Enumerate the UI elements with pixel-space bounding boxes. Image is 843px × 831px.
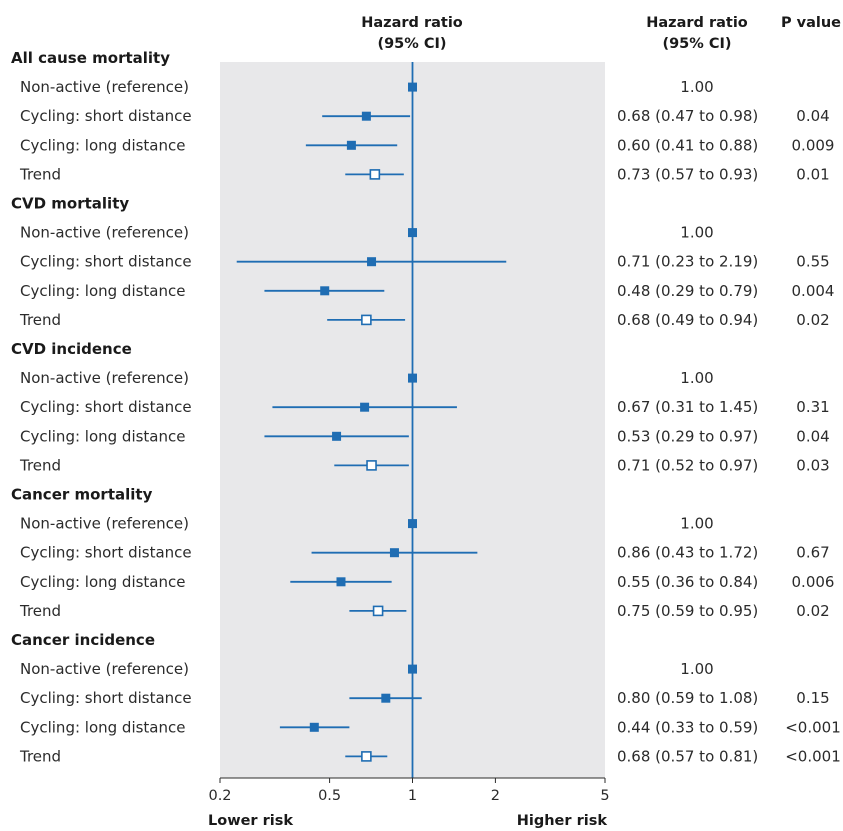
p-value: <0.001	[785, 718, 841, 736]
estimate-marker	[320, 286, 330, 296]
group-title: Cancer mortality	[11, 486, 153, 504]
hr-ci-value: 0.68 (0.47 to 0.98)	[617, 107, 758, 125]
hr-ci-value: 0.71 (0.23 to 2.19)	[617, 253, 758, 271]
estimate-marker	[408, 373, 417, 383]
p-value: 0.55	[796, 253, 829, 271]
p-value: 0.04	[796, 107, 829, 125]
p-value: 0.31	[796, 398, 829, 416]
estimate-marker	[408, 82, 417, 92]
row-label: Cycling: short distance	[20, 689, 192, 707]
row-label: Trend	[19, 165, 61, 183]
estimate-marker	[367, 257, 377, 267]
hr-ci-value: 0.67 (0.31 to 1.45)	[617, 398, 758, 416]
p-value: 0.67	[796, 544, 829, 562]
hr-column-header-line-2: (95% CI)	[662, 36, 731, 52]
row-label: Cycling: long distance	[20, 136, 185, 154]
p-value: 0.004	[792, 282, 835, 300]
hr-ci-value: 1.00	[680, 78, 713, 96]
estimate-marker-open	[372, 605, 384, 617]
lower-risk-label: Lower risk	[208, 813, 293, 829]
hr-ci-value: 1.00	[680, 660, 713, 678]
estimate-marker	[361, 111, 371, 121]
row-label: Cycling: long distance	[20, 573, 185, 591]
estimate-marker	[389, 548, 399, 558]
x-tick-label: 2	[491, 788, 500, 804]
plot-header-line-1: Hazard ratio	[361, 15, 463, 31]
group-title: CVD incidence	[11, 340, 132, 358]
estimate-marker	[360, 402, 370, 412]
p-value: 0.03	[796, 456, 829, 474]
p-value: 0.006	[792, 573, 835, 591]
higher-risk-label: Higher risk	[517, 813, 608, 829]
row-label: Trend	[19, 311, 61, 329]
hr-ci-value: 1.00	[680, 515, 713, 533]
p-value: 0.009	[792, 136, 835, 154]
row-label: Cycling: short distance	[20, 253, 192, 271]
row-label: Cycling: long distance	[20, 718, 185, 736]
estimate-marker-open	[369, 169, 381, 180]
p-value: 0.15	[796, 689, 829, 707]
estimate-marker	[408, 664, 417, 674]
row-label: Cycling: long distance	[20, 282, 185, 300]
row-label: Non-active (reference)	[20, 224, 189, 242]
x-axis: 0.2 0.5 1 2 5	[208, 777, 610, 804]
x-tick-label: 0.5	[318, 788, 341, 804]
plot-header-line-2: (95% CI)	[377, 36, 446, 52]
x-tick-label: 1	[408, 788, 417, 804]
hr-ci-value: 0.60 (0.41 to 0.88)	[617, 136, 758, 154]
hr-ci-value: 0.75 (0.59 to 0.95)	[617, 602, 758, 620]
hr-ci-value: 0.80 (0.59 to 1.08)	[617, 689, 758, 707]
estimate-marker	[381, 693, 391, 703]
row-label: Non-active (reference)	[20, 369, 189, 387]
group-title: CVD mortality	[11, 195, 129, 213]
hr-ci-value: 0.68 (0.57 to 0.81)	[617, 747, 758, 765]
forest-rows: All cause mortality Non-active (reference…	[11, 49, 841, 778]
hr-column-header-line-1: Hazard ratio	[646, 15, 748, 31]
group-title: Cancer incidence	[11, 631, 155, 649]
hr-ci-value: 1.00	[680, 369, 713, 387]
row-label: Trend	[19, 456, 61, 474]
hr-ci-value: 1.00	[680, 224, 713, 242]
row-label: Cycling: short distance	[20, 544, 192, 562]
hr-ci-value: 0.44 (0.33 to 0.59)	[617, 718, 758, 736]
hr-ci-value: 0.86 (0.43 to 1.72)	[617, 544, 758, 562]
p-value: 0.02	[796, 311, 829, 329]
x-tick-label: 5	[600, 788, 609, 804]
estimate-marker	[408, 228, 417, 238]
hr-ci-value: 0.68 (0.49 to 0.94)	[617, 311, 758, 329]
row-label: Cycling: long distance	[20, 427, 185, 445]
hr-ci-value: 0.55 (0.36 to 0.84)	[617, 573, 758, 591]
row-label: Non-active (reference)	[20, 660, 189, 678]
estimate-marker-open	[361, 314, 372, 326]
estimate-marker	[309, 722, 319, 732]
p-column-header: P value	[781, 15, 841, 31]
estimate-marker-open	[361, 751, 372, 762]
row-label: Trend	[19, 747, 61, 765]
group-title: All cause mortality	[11, 49, 170, 67]
hr-ci-value: 0.48 (0.29 to 0.79)	[617, 282, 758, 300]
hr-ci-value: 0.53 (0.29 to 0.97)	[617, 427, 758, 445]
row-label: Non-active (reference)	[20, 78, 189, 96]
hr-ci-value: 0.73 (0.57 to 0.93)	[617, 165, 758, 183]
estimate-marker	[408, 519, 417, 529]
estimate-marker	[346, 140, 356, 150]
p-value: 0.02	[796, 602, 829, 620]
estimate-marker	[336, 577, 346, 587]
row-label: Trend	[19, 602, 61, 620]
row-label: Cycling: short distance	[20, 398, 192, 416]
estimate-marker	[332, 431, 342, 441]
p-value: <0.001	[785, 747, 841, 765]
row-label: Cycling: short distance	[20, 107, 192, 125]
estimate-marker-open	[366, 460, 377, 471]
hr-ci-value: 0.71 (0.52 to 0.97)	[617, 456, 758, 474]
x-tick-label: 0.2	[208, 788, 231, 804]
p-value: 0.01	[796, 165, 829, 183]
p-value: 0.04	[796, 427, 829, 445]
row-label: Non-active (reference)	[20, 515, 189, 533]
